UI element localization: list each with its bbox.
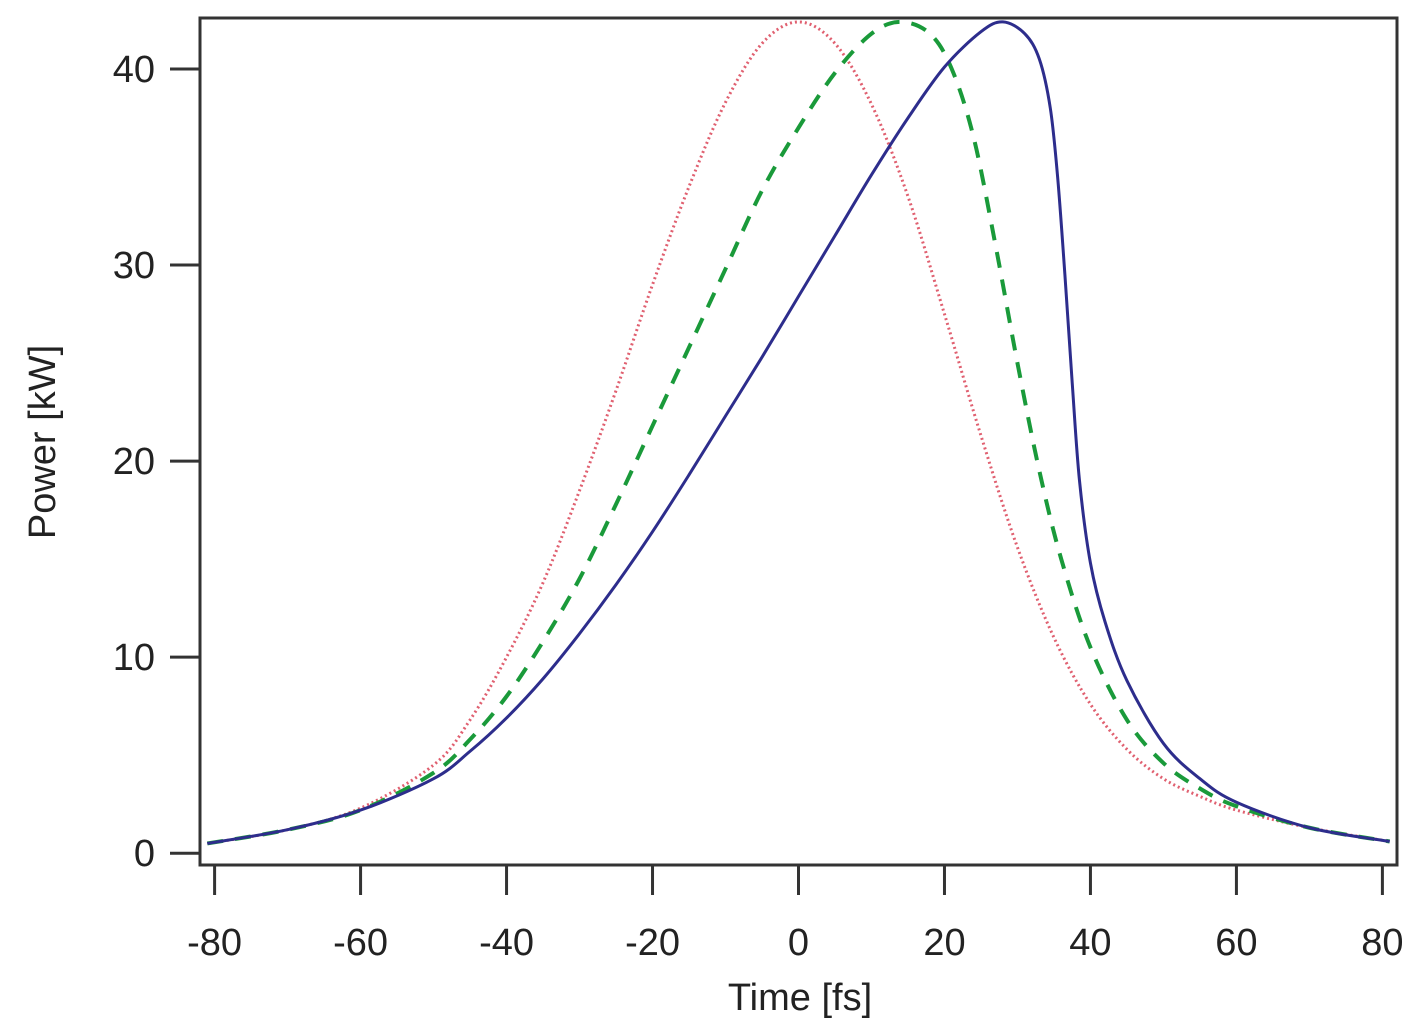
series-line-blue-solid [207, 20, 1390, 845]
y-tick-label: 20 [113, 441, 155, 483]
x-tick-label: 80 [1361, 922, 1403, 964]
series-layer [206, 19, 1391, 846]
x-axis-label: Time [fs] [728, 977, 872, 1019]
y-tick-label: 10 [113, 637, 155, 679]
x-tick-label: -20 [625, 922, 680, 964]
x-tick-label: -40 [479, 922, 534, 964]
y-axis-label: Power [kW] [22, 345, 64, 539]
series-line-red-dotted [207, 20, 1390, 845]
x-tick-label: -60 [333, 922, 388, 964]
x-tick-label: 0 [788, 922, 809, 964]
series-line-green-dashed [206, 19, 1391, 846]
y-tick-label: 0 [134, 833, 155, 875]
x-tick-label: 40 [1069, 922, 1111, 964]
x-axis-ticks: -80 -60 -40 -20 0 20 40 60 80 [187, 865, 1404, 964]
x-tick-label: 20 [923, 922, 965, 964]
plot-frame [198, 16, 1399, 867]
y-tick-label: 40 [113, 49, 155, 91]
x-tick-label: 60 [1215, 922, 1257, 964]
y-axis-ticks: 0 10 20 30 40 [113, 49, 200, 875]
y-tick-label: 30 [113, 245, 155, 287]
x-tick-label: -80 [187, 922, 242, 964]
